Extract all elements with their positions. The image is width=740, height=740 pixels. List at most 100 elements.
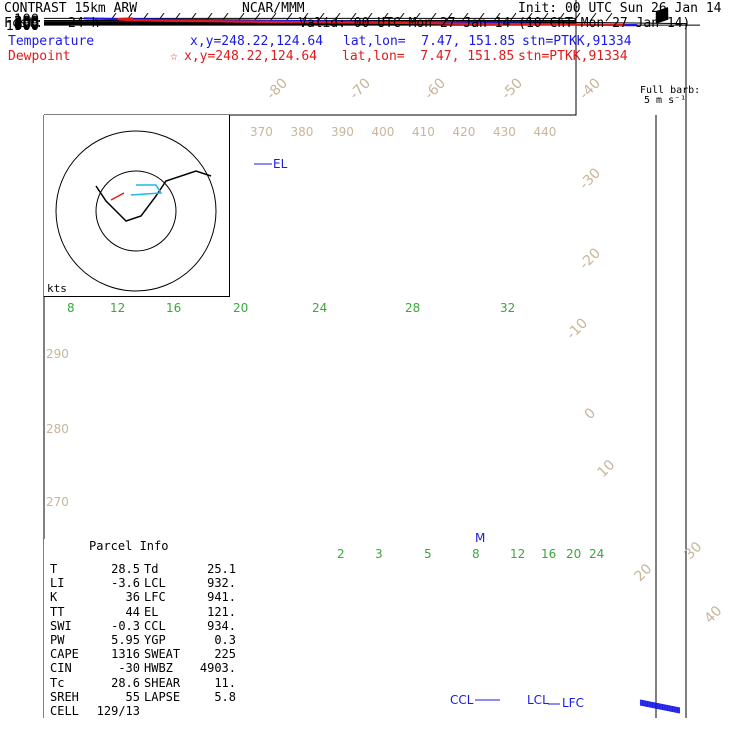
theta-label: 410 bbox=[412, 125, 435, 139]
isotherm-label: -70 bbox=[347, 75, 374, 102]
parcel-key: TT bbox=[50, 604, 65, 619]
parcel-key: SWI bbox=[50, 618, 72, 633]
frame-right-edge bbox=[576, 21, 687, 718]
mixing-ratio-label: 3 bbox=[375, 547, 383, 561]
wind-barb-surface bbox=[639, 703, 681, 713]
hodograph-low-level-trace bbox=[130, 184, 163, 196]
parcel-key: SWEAT bbox=[144, 647, 181, 662]
diagram-labels: -80 -70 -60 -50 -40 -30 -20 -10 0 10 20 30 40 370 380 3… bbox=[46, 75, 725, 626]
parcel-key: HWBZ bbox=[144, 661, 173, 676]
wind-barb bbox=[655, 9, 669, 15]
parcel-value: 121. bbox=[207, 604, 236, 619]
parcel-row: LI -3.6 LCL 932. bbox=[50, 576, 236, 591]
parcel-key: CELL bbox=[50, 704, 79, 718]
frame-hatch bbox=[381, 12, 389, 22]
pressure-tick-label: 400 bbox=[14, 16, 39, 31]
theta-label: 390 bbox=[331, 125, 354, 139]
parcel-row: Tc 28.6 SHEAR 11. bbox=[50, 676, 236, 691]
isotherm-label: 10 bbox=[595, 457, 619, 481]
moist-adiabat-label: 12 bbox=[110, 301, 125, 315]
dewpoint-legend: Dewpoint bbox=[8, 49, 71, 64]
wind-barb bbox=[655, 7, 669, 13]
dry-adiabat-label: 280 bbox=[46, 422, 69, 436]
isotherm-label: 30 bbox=[682, 539, 706, 563]
parcel-value: -3.6 bbox=[111, 576, 140, 591]
parcel-key: EL bbox=[144, 604, 159, 619]
parcel-value: 5.95 bbox=[111, 633, 140, 647]
theta-label: 380 bbox=[291, 125, 314, 139]
dewpoint-latlon: lat,lon= 7.47, 151.85 bbox=[342, 49, 515, 64]
parcel-value: 225 bbox=[214, 647, 236, 662]
pressure-tick-label: 800 bbox=[14, 18, 39, 33]
isotherm-label: 20 bbox=[632, 561, 656, 585]
parcel-value: 55 bbox=[125, 689, 140, 704]
frame-hatch bbox=[285, 12, 293, 22]
parcel-key: Tc bbox=[50, 675, 65, 690]
frame-hatch bbox=[509, 12, 517, 22]
mixing-ratio-label: 16 bbox=[541, 547, 556, 561]
parcel-value: 11. bbox=[214, 675, 236, 690]
temperature-station: stn=PTKK,91334 bbox=[522, 34, 632, 49]
parcel-value: 932. bbox=[207, 576, 236, 591]
dry-adiabat-label: 270 bbox=[46, 495, 69, 509]
frame-hatch bbox=[397, 12, 405, 22]
parcel-key: LCL bbox=[144, 576, 166, 591]
wind-barb bbox=[655, 11, 669, 17]
pressure-tick-label: 700 bbox=[14, 18, 39, 33]
theta-label: 430 bbox=[493, 125, 516, 139]
pressure-tick-label: 500 bbox=[14, 17, 39, 32]
frame-hatch bbox=[573, 12, 581, 22]
parcel-value: 36 bbox=[125, 590, 140, 605]
init-time: Init: 00 UTC Sun 26 Jan 14 bbox=[518, 1, 722, 16]
parcel-value: 28.5 bbox=[111, 562, 140, 576]
parcel-key: CCL bbox=[144, 618, 166, 633]
wind-barb bbox=[655, 12, 669, 18]
parcel-key: K bbox=[50, 590, 58, 605]
frame-hatch bbox=[493, 12, 501, 22]
frame-hatch bbox=[349, 12, 357, 22]
dewpoint-curve bbox=[116, 17, 625, 27]
isotherm-label: -40 bbox=[577, 75, 604, 102]
parcel-value: 44 bbox=[125, 604, 140, 619]
forecast-hour: 24 h bbox=[68, 16, 100, 31]
forecast-label: Fcst: bbox=[4, 16, 44, 31]
temperature-latlon: lat,lon= 7.47, 151.85 bbox=[343, 34, 516, 49]
mixing-ratio-label: 20 bbox=[566, 547, 581, 561]
mixing-ratio-label: 2 bbox=[337, 547, 345, 561]
frame-hatch bbox=[557, 12, 565, 22]
theta-label: 370 bbox=[250, 125, 273, 139]
parcel-value: 4903. bbox=[199, 661, 236, 676]
el-annotation: EL bbox=[273, 157, 288, 171]
parcel-row: CIN -30 HWBZ 4903. bbox=[50, 661, 236, 676]
frame-hatch bbox=[317, 12, 325, 22]
source-label: NCAR/MMM bbox=[242, 1, 305, 16]
moist-adiabat-label: 28 bbox=[405, 301, 420, 315]
dewpoint-xy: x,y=248.22,124.64 bbox=[184, 49, 318, 64]
parcel-key: SHEAR bbox=[144, 675, 181, 690]
hodograph bbox=[55, 130, 217, 292]
barb-scale-title: Full barb: bbox=[640, 85, 701, 96]
isotherm-label: -20 bbox=[577, 245, 604, 272]
barb-scale-units: 5 m s⁻¹ bbox=[644, 95, 687, 106]
isotherm-label: 40 bbox=[702, 603, 726, 627]
parcel-info-panel: Parcel Info T 28.5 Td 25.1 LI -3.6 LCL 932. K 36 L… bbox=[44, 539, 244, 734]
parcel-key: PW bbox=[50, 633, 65, 647]
mixing-ratio-label: 24 bbox=[589, 547, 604, 561]
theta-label: 420 bbox=[453, 125, 476, 139]
isotherm-label: -80 bbox=[264, 75, 291, 102]
wind-barb bbox=[655, 13, 669, 19]
isotherm-line bbox=[698, 18, 705, 25]
temperature-legend: Temperature bbox=[8, 34, 95, 49]
parcel-row: SWI -0.3 CCL 934. bbox=[50, 619, 236, 634]
parcel-value: -30 bbox=[118, 661, 140, 676]
pressure-tick-label: 900 bbox=[14, 19, 39, 34]
parcel-row: SREH 55 LAPSE 5.8 bbox=[50, 690, 236, 705]
moist-adiabat-label: 20 bbox=[233, 301, 248, 315]
hodograph-panel: kts bbox=[44, 115, 230, 297]
pressure-tick-label: 100 bbox=[14, 12, 39, 27]
theta-label: 400 bbox=[372, 125, 395, 139]
dewpoint-station: stn=PTKK,91334 bbox=[518, 49, 628, 64]
wind-barb-column bbox=[639, 7, 681, 718]
m-annotation: M bbox=[475, 531, 485, 545]
